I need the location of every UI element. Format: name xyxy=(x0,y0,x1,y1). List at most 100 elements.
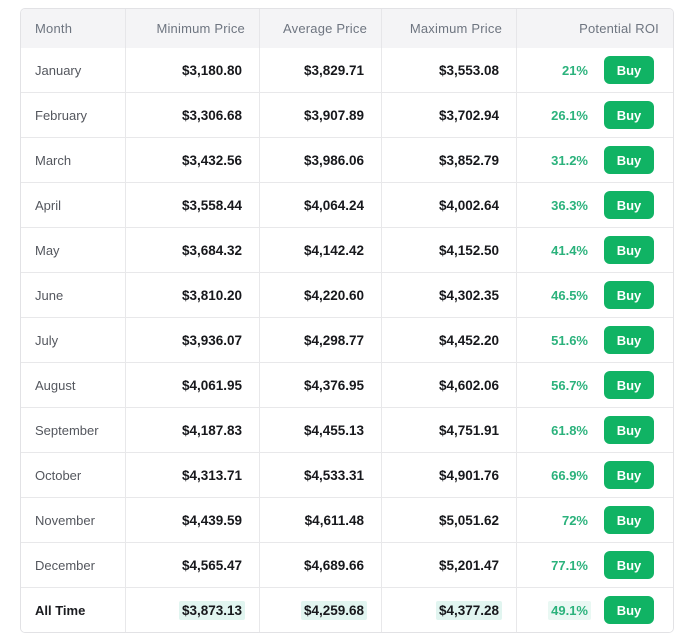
maximum-price-cell: $4,302.35 xyxy=(382,273,517,317)
maximum-price-cell: $4,901.76 xyxy=(382,453,517,497)
maximum-price-cell: $4,377.28 xyxy=(382,588,517,632)
average-price-value: $4,259.68 xyxy=(300,600,367,620)
maximum-price-cell: $3,553.08 xyxy=(382,48,517,92)
month-cell: March xyxy=(21,138,126,182)
average-price-cell: $3,907.89 xyxy=(260,93,382,137)
potential-roi-cell: 41.4% Buy xyxy=(517,228,673,272)
table-row: All Time $3,873.13 $4,259.68 $4,377.28 4… xyxy=(21,587,673,632)
average-price-cell: $3,829.71 xyxy=(260,48,382,92)
minimum-price-value: $4,439.59 xyxy=(181,512,242,528)
month-cell: May xyxy=(21,228,126,272)
buy-button[interactable]: Buy xyxy=(604,236,654,264)
roi-value: 31.2% xyxy=(551,152,588,168)
minimum-price-cell: $4,439.59 xyxy=(126,498,260,542)
header-average-price: Average Price xyxy=(260,9,382,48)
potential-roi-cell: 46.5% Buy xyxy=(517,273,673,317)
buy-button[interactable]: Buy xyxy=(604,281,654,309)
roi-value: 26.1% xyxy=(551,107,588,123)
potential-roi-cell: 21% Buy xyxy=(517,48,673,92)
month-cell: April xyxy=(21,183,126,227)
month-cell: All Time xyxy=(21,588,126,632)
average-price-value: $3,829.71 xyxy=(303,62,364,78)
average-price-cell: $4,142.42 xyxy=(260,228,382,272)
maximum-price-value: $4,751.91 xyxy=(438,422,499,438)
roi-value: 21% xyxy=(561,62,588,78)
minimum-price-cell: $3,432.56 xyxy=(126,138,260,182)
potential-roi-cell: 72% Buy xyxy=(517,498,673,542)
maximum-price-value: $4,377.28 xyxy=(435,600,502,620)
month-cell: July xyxy=(21,318,126,362)
average-price-cell: $4,376.95 xyxy=(260,363,382,407)
minimum-price-value: $3,684.32 xyxy=(181,242,242,258)
maximum-price-value: $4,901.76 xyxy=(438,467,499,483)
average-price-cell: $4,533.31 xyxy=(260,453,382,497)
buy-button[interactable]: Buy xyxy=(604,416,654,444)
minimum-price-cell: $3,684.32 xyxy=(126,228,260,272)
roi-value: 36.3% xyxy=(551,197,588,213)
roi-value: 51.6% xyxy=(551,332,588,348)
month-cell: December xyxy=(21,543,126,587)
average-price-cell: $4,220.60 xyxy=(260,273,382,317)
table-row: May $3,684.32 $4,142.42 $4,152.50 41.4% … xyxy=(21,227,673,272)
minimum-price-cell: $3,180.80 xyxy=(126,48,260,92)
potential-roi-cell: 51.6% Buy xyxy=(517,318,673,362)
average-price-cell: $4,689.66 xyxy=(260,543,382,587)
maximum-price-cell: $5,201.47 xyxy=(382,543,517,587)
table-row: October $4,313.71 $4,533.31 $4,901.76 66… xyxy=(21,452,673,497)
table-row: December $4,565.47 $4,689.66 $5,201.47 7… xyxy=(21,542,673,587)
table-row: June $3,810.20 $4,220.60 $4,302.35 46.5%… xyxy=(21,272,673,317)
roi-value: 61.8% xyxy=(551,422,588,438)
minimum-price-value: $3,936.07 xyxy=(181,332,242,348)
maximum-price-cell: $5,051.62 xyxy=(382,498,517,542)
table-row: March $3,432.56 $3,986.06 $3,852.79 31.2… xyxy=(21,137,673,182)
maximum-price-value: $4,452.20 xyxy=(438,332,499,348)
roi-value: 49.1% xyxy=(548,600,591,620)
average-price-value: $4,220.60 xyxy=(303,287,364,303)
minimum-price-value: $3,432.56 xyxy=(181,152,242,168)
minimum-price-value: $4,313.71 xyxy=(181,467,242,483)
minimum-price-cell: $4,565.47 xyxy=(126,543,260,587)
maximum-price-value: $3,553.08 xyxy=(438,62,499,78)
month-cell: August xyxy=(21,363,126,407)
potential-roi-cell: 66.9% Buy xyxy=(517,453,673,497)
buy-button[interactable]: Buy xyxy=(604,101,654,129)
buy-button[interactable]: Buy xyxy=(604,506,654,534)
average-price-cell: $4,259.68 xyxy=(260,588,382,632)
roi-value: 56.7% xyxy=(551,377,588,393)
average-price-value: $4,376.95 xyxy=(303,377,364,393)
minimum-price-value: $4,565.47 xyxy=(181,557,242,573)
potential-roi-cell: 77.1% Buy xyxy=(517,543,673,587)
header-month: Month xyxy=(21,9,126,48)
month-cell: October xyxy=(21,453,126,497)
buy-button[interactable]: Buy xyxy=(604,191,654,219)
header-minimum-price: Minimum Price xyxy=(126,9,260,48)
maximum-price-cell: $4,152.50 xyxy=(382,228,517,272)
maximum-price-cell: $3,852.79 xyxy=(382,138,517,182)
minimum-price-value: $3,873.13 xyxy=(178,600,245,620)
buy-button[interactable]: Buy xyxy=(604,551,654,579)
buy-button[interactable]: Buy xyxy=(604,326,654,354)
minimum-price-value: $4,187.83 xyxy=(181,422,242,438)
average-price-cell: $4,064.24 xyxy=(260,183,382,227)
roi-value: 77.1% xyxy=(551,557,588,573)
average-price-cell: $4,455.13 xyxy=(260,408,382,452)
average-price-value: $4,298.77 xyxy=(303,332,364,348)
minimum-price-cell: $3,873.13 xyxy=(126,588,260,632)
buy-button[interactable]: Buy xyxy=(604,146,654,174)
buy-button[interactable]: Buy xyxy=(604,596,654,624)
maximum-price-cell: $4,452.20 xyxy=(382,318,517,362)
average-price-value: $4,142.42 xyxy=(303,242,364,258)
average-price-value: $3,907.89 xyxy=(303,107,364,123)
table-row: July $3,936.07 $4,298.77 $4,452.20 51.6%… xyxy=(21,317,673,362)
roi-value: 46.5% xyxy=(551,287,588,303)
buy-button[interactable]: Buy xyxy=(604,371,654,399)
maximum-price-value: $3,702.94 xyxy=(438,107,499,123)
header-potential-roi: Potential ROI xyxy=(579,21,659,36)
buy-button[interactable]: Buy xyxy=(604,56,654,84)
potential-roi-cell: 61.8% Buy xyxy=(517,408,673,452)
average-price-cell: $3,986.06 xyxy=(260,138,382,182)
maximum-price-cell: $3,702.94 xyxy=(382,93,517,137)
buy-button[interactable]: Buy xyxy=(604,461,654,489)
average-price-cell: $4,298.77 xyxy=(260,318,382,362)
maximum-price-cell: $4,602.06 xyxy=(382,363,517,407)
